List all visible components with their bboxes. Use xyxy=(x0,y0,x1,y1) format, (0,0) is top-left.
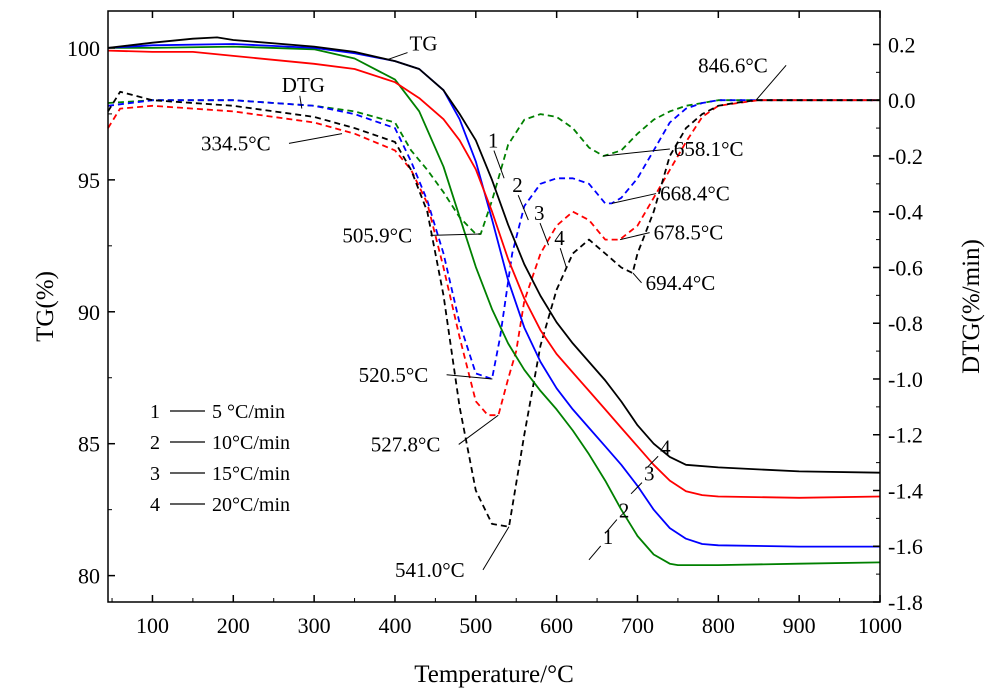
tg-series-4 xyxy=(107,36,881,474)
y-left-tick-label: 85 xyxy=(78,432,100,457)
y-right-tick-label: -0.4 xyxy=(888,200,923,225)
dtg-number-3: 3 xyxy=(534,201,545,225)
peak-leader-3 xyxy=(458,414,499,445)
x-tick-label: 600 xyxy=(540,613,573,638)
peak-leader-0 xyxy=(288,133,343,144)
peak-leader-6 xyxy=(611,193,657,204)
x-tick-label: 300 xyxy=(298,613,331,638)
legend-label-3: 15°C/min xyxy=(212,463,290,485)
y-left-tick-label: 95 xyxy=(78,168,100,193)
peak-label-2: 520.5°C xyxy=(359,363,429,387)
peak-leader-5 xyxy=(603,148,670,157)
tg-number-2: 2 xyxy=(619,499,630,523)
tg-label: TG xyxy=(410,32,438,56)
peak-label-8: 694.4°C xyxy=(646,271,716,295)
legend-label-4: 20°C/min xyxy=(212,494,290,516)
x-tick-label: 800 xyxy=(702,613,735,638)
peak-leader-8 xyxy=(632,272,642,284)
annotations: TG DTG 334.5°C 505.9°C 520.5°C 527.8°C 541.0°C… xyxy=(201,32,787,582)
dtg-series-2 xyxy=(107,99,880,380)
tg-series-1 xyxy=(108,45,881,566)
tg-number-3: 3 xyxy=(644,462,655,486)
y-right-tick-label: -1.8 xyxy=(888,590,923,615)
legend: 1 5 °C/min 2 10°C/min 3 15°C/min 4 20°C/min xyxy=(150,401,290,516)
axes: 100 200 300 400 500 600 700 800 900 1000 80 85 90 95 1… xyxy=(32,10,985,688)
x-tick-label: 200 xyxy=(217,613,250,638)
tg-number-leader-3 xyxy=(630,482,643,495)
y-right-tick-label: -1.4 xyxy=(888,478,923,503)
tg-label-leader xyxy=(386,52,408,61)
y-left-axis-title: TG(%) xyxy=(32,271,59,342)
peak-leader-4 xyxy=(482,526,510,571)
tg-number-1: 1 xyxy=(603,525,614,549)
x-tick-label: 700 xyxy=(621,613,654,638)
tg-number-leader-2 xyxy=(604,519,618,534)
tg-number-4: 4 xyxy=(660,435,671,459)
peak-leader-2 xyxy=(446,374,493,380)
x-tick-label: 500 xyxy=(459,613,492,638)
tg-number-leader-1 xyxy=(588,545,602,561)
peak-label-3: 527.8°C xyxy=(371,432,441,456)
plot-frame xyxy=(107,10,881,603)
x-axis-title: Temperature/°C xyxy=(414,661,574,688)
dtg-number-leader-1 xyxy=(493,150,505,179)
dtg-curves xyxy=(107,90,880,528)
legend-number-2: 2 xyxy=(150,432,160,454)
x-tick-label: 100 xyxy=(136,613,169,638)
dtg-series-3 xyxy=(107,99,880,417)
legend-number-4: 4 xyxy=(150,494,160,516)
y-left-tick-label: 90 xyxy=(78,300,100,325)
y-right-tick-label: 0.0 xyxy=(888,88,916,113)
legend-label-1: 5 °C/min xyxy=(212,401,285,423)
peak-label-1: 505.9°C xyxy=(342,223,412,247)
tg-curves xyxy=(107,36,881,566)
peak-label-5: 658.1°C xyxy=(674,137,744,161)
y-left-tick-label: 80 xyxy=(78,564,100,589)
peak-leader-9 xyxy=(755,65,787,101)
y-right-axis-title: DTG(%/min) xyxy=(958,239,985,374)
y-right-tick-label: -1.2 xyxy=(888,423,923,448)
y-right-tick-label: -0.2 xyxy=(888,144,923,169)
dtg-number-leader-3 xyxy=(539,222,550,246)
peak-leader-7 xyxy=(619,232,650,241)
peak-leader-1 xyxy=(430,233,481,236)
tg-number-leader-4 xyxy=(646,455,659,468)
peak-label-9: 846.6°C xyxy=(698,53,768,77)
peak-label-6: 668.4°C xyxy=(660,182,730,206)
y-right-tick-label: -0.6 xyxy=(888,255,923,280)
y-right-tick-label: -1.6 xyxy=(888,534,923,559)
dtg-number-1: 1 xyxy=(488,129,499,153)
y-right-tick-label: -0.8 xyxy=(888,311,923,336)
legend-number-3: 3 xyxy=(150,463,160,485)
y-right-tick-label: 0.2 xyxy=(888,32,916,57)
dtg-label: DTG xyxy=(282,73,325,97)
dtg-series-1 xyxy=(107,99,880,235)
dtg-label-leader xyxy=(299,95,303,109)
y-left-tick-label: 100 xyxy=(67,36,100,61)
dtg-number-4: 4 xyxy=(554,226,565,250)
x-tick-label: 900 xyxy=(783,613,816,638)
x-tick-label: 400 xyxy=(378,613,411,638)
legend-label-2: 10°C/min xyxy=(212,432,290,454)
dtg-number-leader-2 xyxy=(517,195,529,221)
dtg-number-leader-4 xyxy=(559,248,567,268)
x-tick-label: 1000 xyxy=(858,613,902,638)
y-right-tick-label: -1.0 xyxy=(888,367,923,392)
dtg-number-2: 2 xyxy=(512,173,523,197)
dtg-series-4 xyxy=(107,90,880,528)
peak-label-7: 678.5°C xyxy=(654,221,724,245)
peak-label-0: 334.5°C xyxy=(201,131,271,155)
tg-series-3 xyxy=(107,49,881,499)
legend-number-1: 1 xyxy=(150,401,160,423)
peak-label-4: 541.0°C xyxy=(395,558,465,582)
